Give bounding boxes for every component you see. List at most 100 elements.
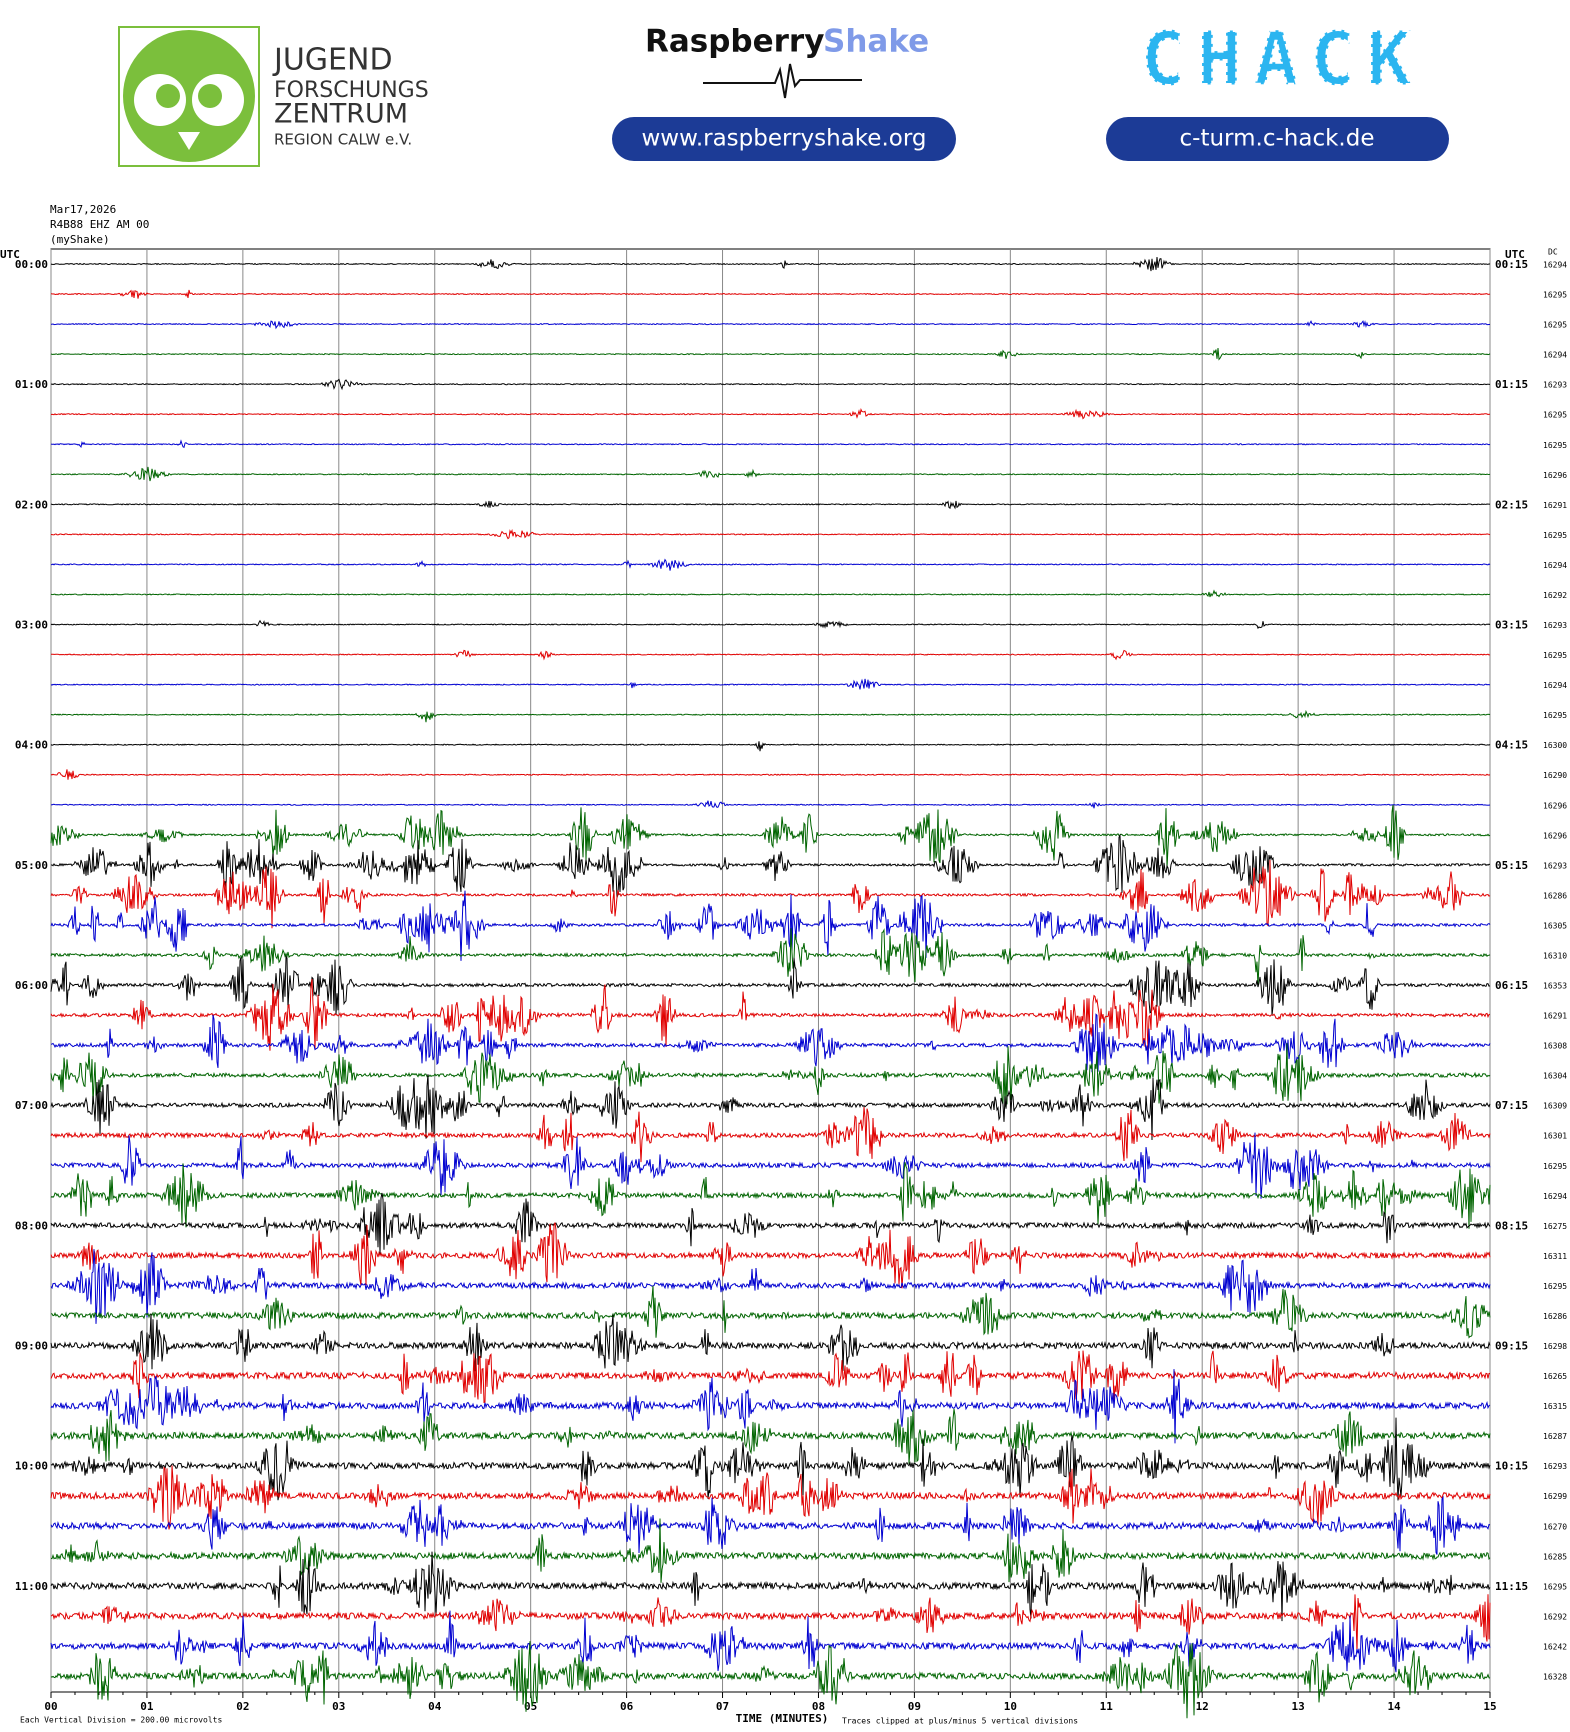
trace [50, 1641, 1491, 1719]
dc-value: 16295 [1543, 441, 1567, 450]
hour-label-right: 01:15 [1495, 378, 1528, 391]
hour-label-right: 10:15 [1495, 1460, 1528, 1473]
dc-value: 16286 [1543, 891, 1567, 900]
chack-text: CHACK [1141, 17, 1424, 103]
trace [50, 1132, 1491, 1199]
dc-value: 16295 [1543, 1282, 1567, 1291]
dc-value: 16296 [1543, 471, 1567, 480]
trace [50, 800, 1491, 809]
chack-logo: CHACK c-turm.c-hack.de [1106, 15, 1449, 161]
trace [50, 1106, 1491, 1163]
trace [50, 558, 1491, 571]
trace [50, 408, 1491, 420]
dc-value: 16292 [1543, 591, 1567, 600]
dc-value: 16301 [1543, 1132, 1567, 1141]
hour-label-right: 08:15 [1495, 1219, 1528, 1232]
dc-value: 16295 [1543, 291, 1567, 300]
hour-label-left: 02:00 [15, 498, 48, 511]
x-tick-label: 03 [332, 1700, 345, 1713]
x-tick-label: 08 [812, 1700, 825, 1713]
trace [50, 678, 1490, 690]
dc-value: 16293 [1543, 1462, 1567, 1471]
trace [50, 466, 1491, 482]
trace [50, 833, 1491, 898]
x-tick-label: 07 [716, 1700, 729, 1713]
trace [50, 1518, 1491, 1583]
dc-value: 16295 [1543, 1162, 1567, 1171]
x-tick-label: 14 [1387, 1700, 1401, 1713]
x-tick-label: 13 [1292, 1700, 1305, 1713]
hour-label-left: 07:00 [15, 1099, 48, 1112]
x-tick-label: 04 [428, 1700, 442, 1713]
dc-value: 16295 [1543, 711, 1567, 720]
trace [50, 1594, 1491, 1652]
trace [50, 1192, 1491, 1256]
hour-label-left: 06:00 [15, 979, 48, 992]
hour-label-left: 09:00 [15, 1340, 48, 1353]
trace [50, 289, 1491, 299]
trace [50, 1610, 1491, 1673]
source: (myShake) [50, 233, 110, 246]
date: Mar17,2026 [50, 203, 116, 216]
dc-value: 16296 [1543, 801, 1567, 810]
x-tick-label: 09 [908, 1700, 921, 1713]
x-tick-label: 05 [524, 1700, 537, 1713]
trace [50, 439, 1491, 449]
jfz-text: JUGEND [272, 43, 393, 78]
dc-value: 16295 [1543, 531, 1567, 540]
hour-label-right: 04:15 [1495, 739, 1528, 752]
x-tick-label: 15 [1483, 1700, 1496, 1713]
dc-value: 16353 [1543, 982, 1567, 991]
trace [50, 1417, 1491, 1501]
x-tick-label: 11 [1100, 1700, 1114, 1713]
trace [50, 1043, 1491, 1107]
trace [50, 1408, 1491, 1465]
dc-value: 16294 [1543, 681, 1567, 690]
trace [50, 500, 1491, 510]
dc-value: 16305 [1543, 921, 1567, 930]
jfz-text: ZENTRUM [274, 99, 408, 130]
rs-url: www.raspberryshake.org [642, 126, 927, 152]
dc-value: 16290 [1543, 771, 1567, 780]
trace [50, 1285, 1491, 1339]
trace [50, 256, 1491, 272]
rs-word: Shake [823, 24, 929, 60]
dc-value: 16294 [1543, 351, 1567, 360]
trace [50, 709, 1491, 723]
x-axis-label: TIME (MINUTES) [736, 1712, 829, 1725]
trace [50, 1162, 1491, 1229]
x-tick-label: 12 [1196, 1700, 1209, 1713]
hour-label-right: 03:15 [1495, 619, 1528, 632]
dc-value: 16296 [1543, 831, 1567, 840]
utc-left: UTC [0, 248, 20, 261]
trace [50, 1313, 1491, 1372]
rs-logo: Raspberry Shake www.raspberryshake.org [612, 24, 956, 161]
x-tick-label: 01 [140, 1700, 154, 1713]
trace [50, 1495, 1491, 1555]
hour-label-left: 01:00 [15, 378, 48, 391]
dc-value: 16298 [1543, 1342, 1567, 1351]
trace [50, 649, 1491, 661]
hour-label-left: 08:00 [15, 1219, 48, 1232]
jfz-text: REGION CALW e.V. [274, 131, 412, 149]
hour-label-right: 11:15 [1495, 1580, 1528, 1593]
trace [51, 320, 1491, 330]
dc-value: 16295 [1543, 651, 1567, 660]
x-tick-label: 06 [620, 1700, 634, 1713]
trace [50, 378, 1491, 391]
utc-right: UTC [1505, 248, 1525, 261]
jfz-text: FORSCHUNGS [274, 78, 429, 103]
trace [51, 1013, 1491, 1073]
dc-value: 16294 [1543, 261, 1567, 270]
hour-label-right: 02:15 [1495, 498, 1528, 511]
trace [50, 1074, 1491, 1141]
dc-value: 16285 [1543, 1552, 1567, 1561]
dc-value: 16294 [1543, 561, 1567, 570]
trace [50, 890, 1491, 961]
dc-label: DC [1548, 248, 1558, 257]
dc-value: 16270 [1543, 1522, 1567, 1531]
dc-value: 16293 [1543, 861, 1567, 870]
dc-value: 16291 [1543, 501, 1567, 510]
clip-note: Traces clipped at plus/minus 5 vertical … [842, 1717, 1078, 1726]
